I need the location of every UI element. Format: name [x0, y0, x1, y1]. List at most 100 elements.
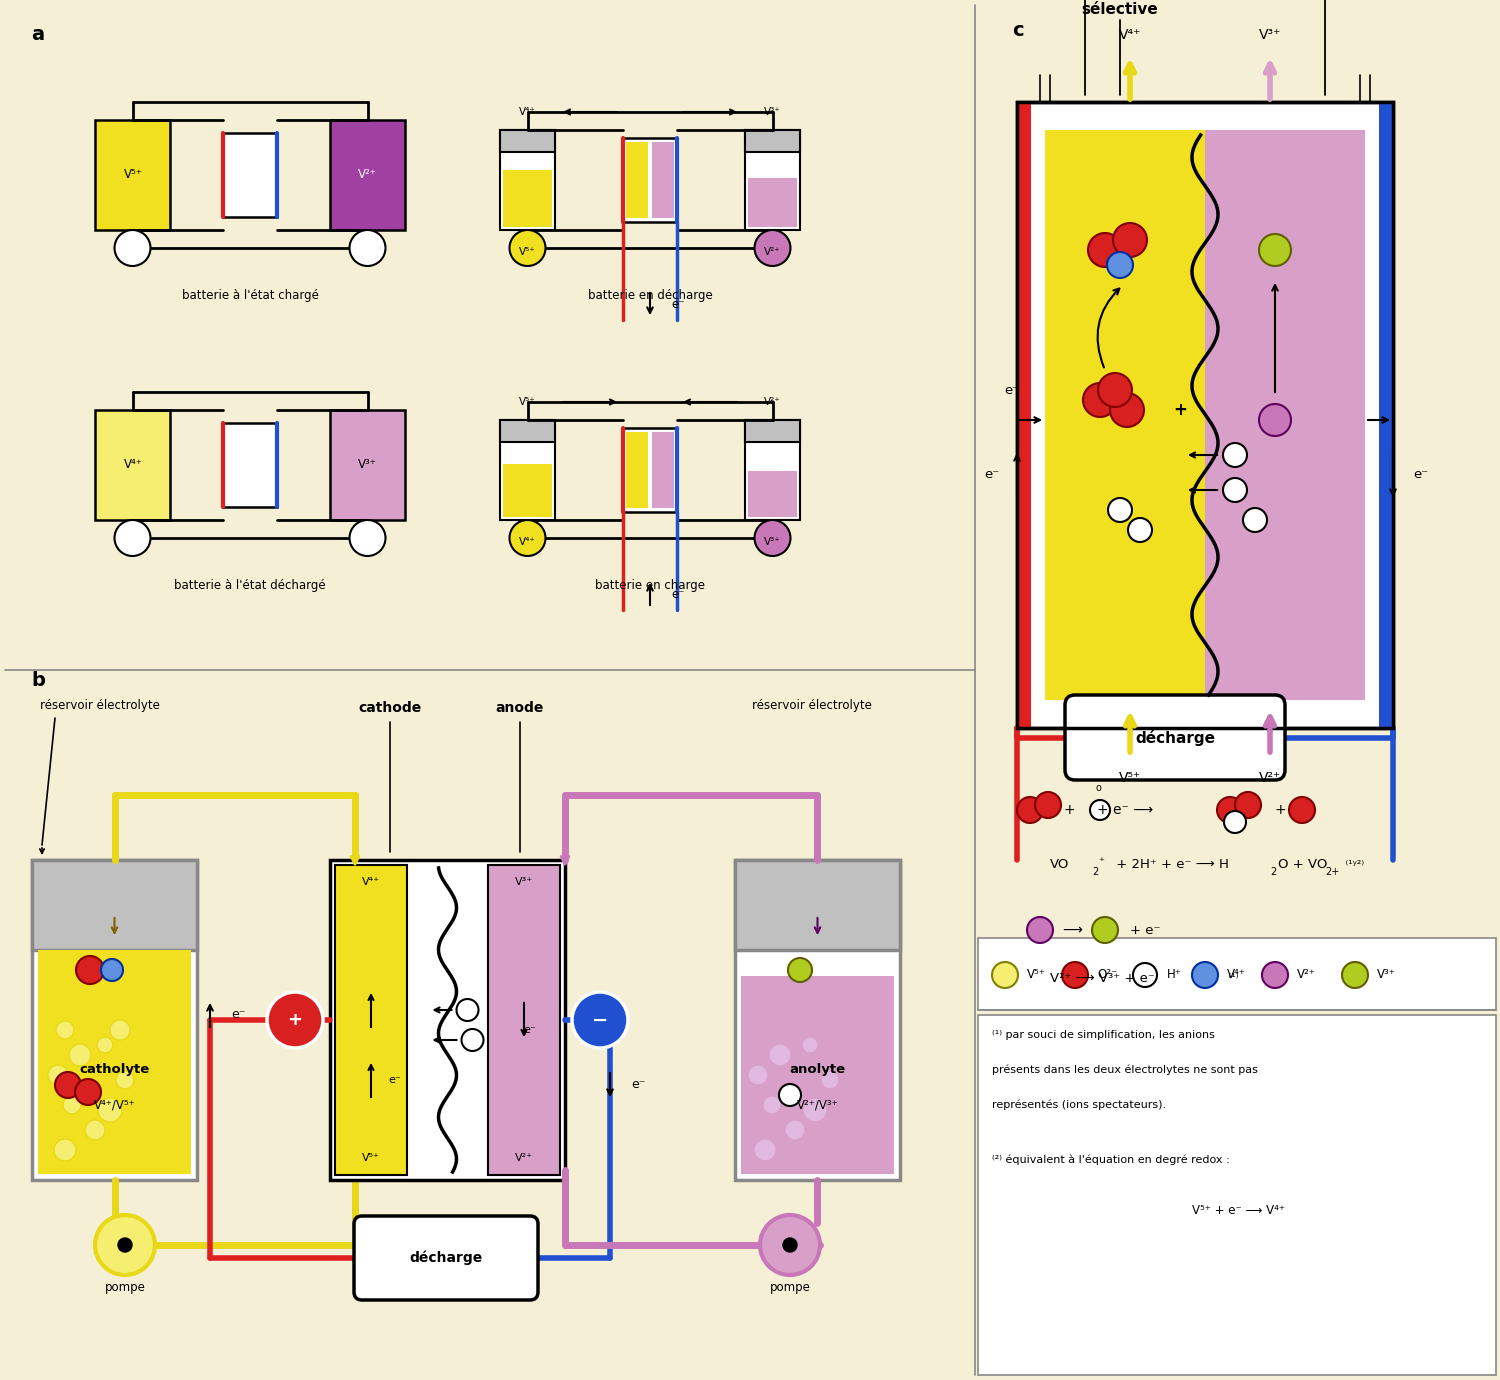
FancyBboxPatch shape	[1065, 696, 1286, 780]
Text: −: −	[592, 1010, 608, 1029]
Circle shape	[1222, 477, 1246, 502]
Circle shape	[1192, 962, 1218, 988]
Text: V²⁺: V²⁺	[514, 1154, 532, 1163]
Text: décharge: décharge	[1136, 730, 1215, 745]
Text: V⁴⁺: V⁴⁺	[1227, 969, 1246, 981]
Circle shape	[784, 1121, 806, 1140]
Text: ⁽²⁾ équivalent à l'équation en degré redox :: ⁽²⁾ équivalent à l'équation en degré red…	[992, 1155, 1230, 1165]
Bar	[224, 132, 278, 217]
Text: V⁵⁺ + e⁻ ⟶ V⁴⁺: V⁵⁺ + e⁻ ⟶ V⁴⁺	[1191, 1203, 1284, 1217]
Circle shape	[456, 999, 478, 1021]
Bar	[488, 865, 560, 1174]
Circle shape	[100, 959, 123, 981]
Circle shape	[56, 1021, 74, 1039]
Circle shape	[350, 230, 386, 266]
Circle shape	[116, 1071, 134, 1089]
Circle shape	[1128, 518, 1152, 542]
Text: e⁻: e⁻	[1005, 384, 1020, 396]
Text: catholyte: catholyte	[80, 1064, 150, 1076]
Circle shape	[802, 1098, 826, 1122]
Text: ⁽¹ʸ²⁾: ⁽¹ʸ²⁾	[1342, 860, 1364, 869]
Text: sélective: sélective	[1082, 3, 1158, 18]
Text: c: c	[1013, 21, 1025, 40]
Circle shape	[1092, 916, 1118, 943]
Text: e⁻: e⁻	[984, 468, 999, 482]
Bar	[978, 1016, 1496, 1374]
Text: pompe: pompe	[105, 1282, 146, 1294]
Circle shape	[992, 962, 1018, 988]
Bar	[500, 130, 555, 230]
Text: 2: 2	[1092, 867, 1098, 878]
Circle shape	[764, 1096, 782, 1114]
Text: V⁵⁺: V⁵⁺	[519, 247, 536, 257]
Circle shape	[76, 956, 104, 984]
Bar	[38, 949, 190, 1174]
Bar	[500, 420, 555, 442]
Bar	[1017, 102, 1394, 729]
Text: batterie en décharge: batterie en décharge	[588, 288, 712, 301]
Bar	[500, 420, 555, 520]
Circle shape	[86, 1121, 105, 1140]
Circle shape	[754, 1138, 776, 1161]
Circle shape	[75, 1079, 100, 1105]
Text: ⟶: ⟶	[1062, 923, 1082, 937]
Bar	[1017, 102, 1031, 729]
Circle shape	[1288, 798, 1316, 822]
Text: +: +	[288, 1012, 303, 1029]
Text: e⁻: e⁻	[672, 298, 684, 312]
Circle shape	[1342, 962, 1368, 988]
Bar	[224, 424, 278, 506]
Text: e⁻: e⁻	[388, 1075, 402, 1085]
Bar	[746, 420, 800, 442]
Text: b: b	[32, 671, 45, 690]
Circle shape	[754, 520, 790, 556]
Text: batterie en charge: batterie en charge	[596, 578, 705, 592]
Circle shape	[350, 520, 386, 556]
Circle shape	[510, 520, 546, 556]
Circle shape	[1028, 916, 1053, 943]
Text: V²⁺: V²⁺	[357, 168, 376, 182]
Circle shape	[760, 1214, 820, 1275]
Text: e⁻: e⁻	[1413, 468, 1428, 482]
Text: réservoir électrolyte: réservoir électrolyte	[752, 698, 872, 712]
Circle shape	[1062, 962, 1088, 988]
Text: H⁺: H⁺	[1167, 969, 1182, 981]
Bar	[503, 464, 552, 518]
Circle shape	[1108, 498, 1132, 522]
Circle shape	[1090, 800, 1110, 820]
Text: O²⁻: O²⁻	[1096, 969, 1118, 981]
Circle shape	[94, 1214, 154, 1275]
Circle shape	[1258, 235, 1292, 266]
Circle shape	[54, 1138, 76, 1161]
Circle shape	[748, 1065, 768, 1085]
Circle shape	[778, 1085, 801, 1105]
Bar	[735, 860, 900, 949]
Bar	[748, 178, 796, 226]
Bar	[334, 865, 406, 1174]
Bar	[500, 130, 555, 152]
Bar	[748, 472, 796, 518]
Text: V³⁺: V³⁺	[357, 458, 376, 472]
Bar	[746, 420, 800, 520]
Bar	[741, 976, 894, 1174]
Bar	[32, 860, 196, 1180]
Circle shape	[1017, 798, 1042, 822]
Text: V²⁺ ⟶ V³⁺ + e⁻: V²⁺ ⟶ V³⁺ + e⁻	[1050, 972, 1155, 984]
Circle shape	[48, 1065, 68, 1085]
Text: e⁻: e⁻	[632, 1079, 645, 1092]
Text: e⁻: e⁻	[231, 1009, 244, 1021]
Circle shape	[1083, 384, 1118, 417]
Circle shape	[1222, 443, 1246, 466]
Text: présents dans les deux électrolytes ne sont pas: présents dans les deux électrolytes ne s…	[992, 1065, 1258, 1075]
Circle shape	[783, 1238, 796, 1252]
Bar	[735, 860, 900, 1180]
Circle shape	[1262, 962, 1288, 988]
Text: e⁻: e⁻	[524, 1025, 537, 1035]
Text: V⁴⁺: V⁴⁺	[1119, 28, 1142, 41]
Bar	[94, 120, 170, 230]
Circle shape	[114, 230, 150, 266]
Bar	[1204, 130, 1365, 700]
Text: + e⁻ ⟶: + e⁻ ⟶	[1096, 803, 1154, 817]
Circle shape	[114, 520, 150, 556]
Circle shape	[572, 992, 628, 1047]
